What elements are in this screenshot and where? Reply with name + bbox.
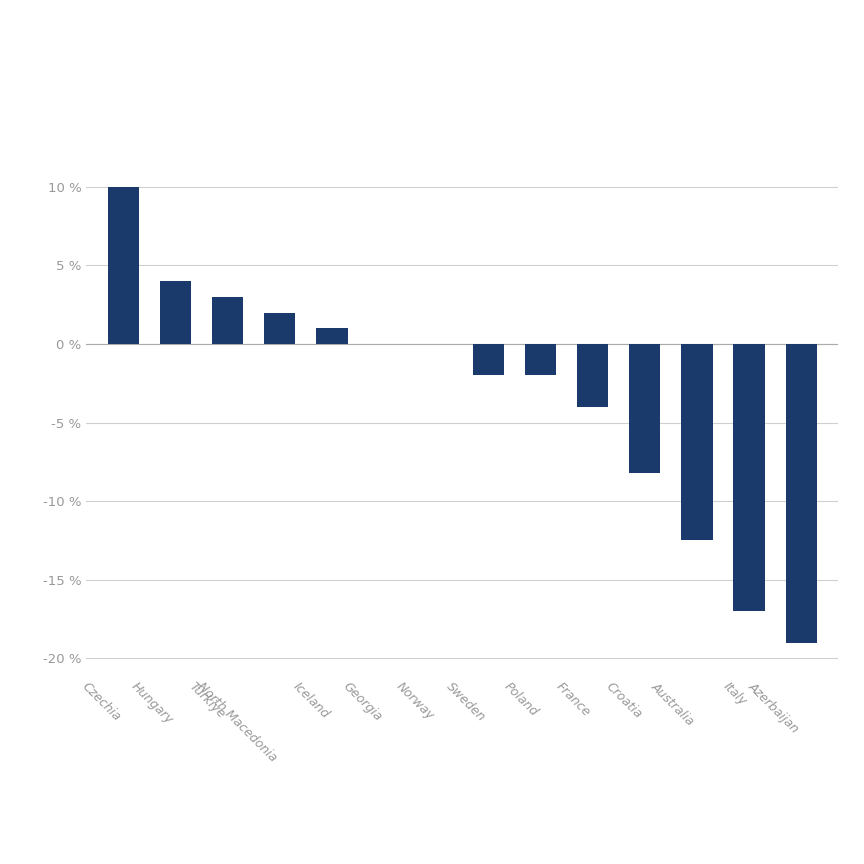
Bar (108, 187, 139, 344)
Bar (473, 344, 504, 376)
Bar (524, 344, 556, 376)
Bar (681, 344, 713, 540)
Bar (264, 313, 295, 344)
Bar (577, 344, 608, 407)
Bar (629, 344, 660, 473)
Bar (212, 297, 244, 344)
Bar (785, 344, 816, 643)
Bar (316, 328, 347, 344)
Bar (160, 281, 191, 344)
Bar (734, 344, 765, 611)
